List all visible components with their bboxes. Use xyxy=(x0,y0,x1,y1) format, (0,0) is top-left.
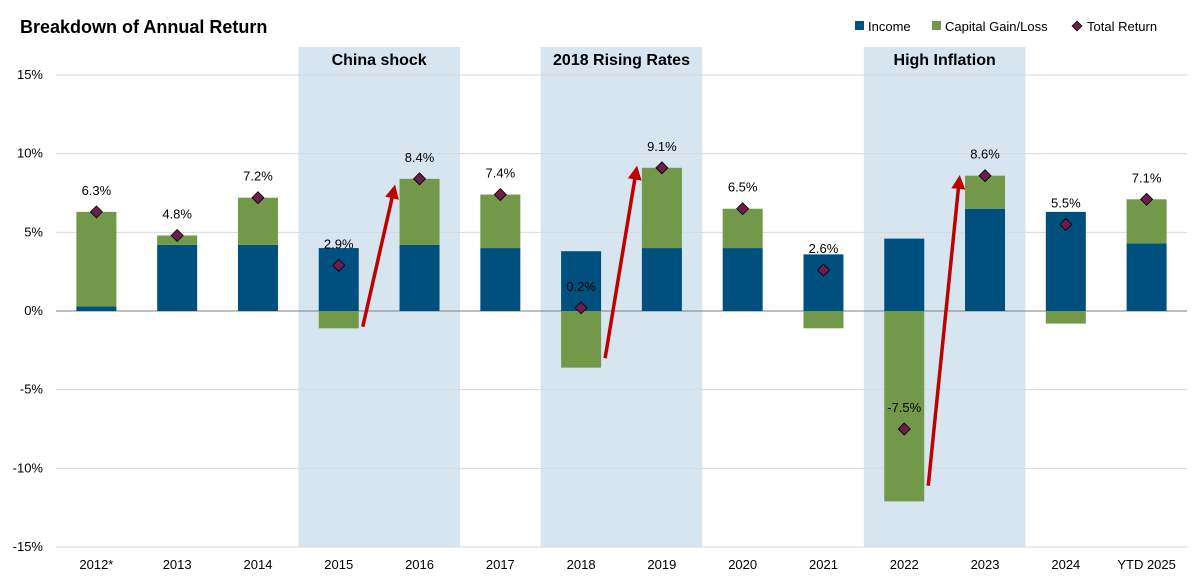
y-tick-label-4: -5% xyxy=(20,382,44,397)
legend: Income Capital Gain/Loss Total Return xyxy=(855,19,1157,34)
bar-income-5 xyxy=(480,248,521,311)
total-return-marker-3 xyxy=(332,258,346,272)
legend-swatch-income xyxy=(855,21,864,30)
bar-capital-0 xyxy=(76,211,117,307)
band-label-1: 2018 Rising Rates xyxy=(553,52,690,69)
data-label-11: 8.6% xyxy=(970,147,1000,162)
bar-capital-7 xyxy=(641,167,682,249)
x-tick-label-3: 2015 xyxy=(324,557,353,572)
total-return-marker-0 xyxy=(89,205,103,219)
bars xyxy=(76,167,1167,502)
data-label-13: 7.1% xyxy=(1132,170,1162,185)
legend-label-capital: Capital Gain/Loss xyxy=(945,19,1048,34)
arrow-0 xyxy=(361,184,399,328)
legend-swatch-total xyxy=(1071,20,1083,32)
arrows xyxy=(361,165,966,486)
x-tick-label-5: 2017 xyxy=(486,557,515,572)
band-label-2: High Inflation xyxy=(894,52,996,69)
total-return-marker-10 xyxy=(897,422,911,436)
bar-income-13 xyxy=(1126,243,1167,311)
bar-income-3 xyxy=(318,248,359,311)
total-return-marker-1 xyxy=(170,228,184,243)
bar-capital-13 xyxy=(1126,199,1167,244)
data-label-5: 7.4% xyxy=(486,166,516,181)
bar-income-10 xyxy=(884,238,925,311)
y-tick-label-1: 10% xyxy=(17,146,43,161)
arrow-1 xyxy=(603,165,642,359)
axes: 15% 10% 5% 0% -5% -10% -15% 2012* 2013 2014 2015 20… xyxy=(13,67,1176,572)
bar-income-6 xyxy=(561,251,602,311)
data-label-1: 4.8% xyxy=(162,206,192,221)
total-return-marker-11 xyxy=(978,169,992,183)
x-tick-label-6: 2018 xyxy=(567,557,596,572)
bar-capital-10 xyxy=(884,311,925,502)
bar-capital-2 xyxy=(237,197,278,245)
x-tick-label-4: 2016 xyxy=(405,557,434,572)
bar-income-1 xyxy=(157,244,198,311)
total-return-marker-9 xyxy=(816,263,831,277)
y-tick-label-2: 5% xyxy=(24,224,43,239)
x-tick-label-8: 2020 xyxy=(728,557,757,572)
legend-label-income: Income xyxy=(868,19,911,34)
x-tick-label-10: 2022 xyxy=(890,557,919,572)
total-return-marker-8 xyxy=(736,202,750,216)
y-tick-label-5: -10% xyxy=(13,460,44,475)
bar-income-2 xyxy=(237,244,278,311)
y-tick-label-3: 0% xyxy=(24,303,43,318)
bar-capital-12 xyxy=(1045,311,1086,324)
y-tick-label-0: 15% xyxy=(17,67,43,82)
total-return-marker-13 xyxy=(1140,192,1154,206)
data-label-12: 5.5% xyxy=(1051,195,1081,210)
total-return-marker-4 xyxy=(412,172,427,186)
y-tick-label-6: -15% xyxy=(13,539,44,554)
bar-income-7 xyxy=(641,248,682,311)
bar-income-8 xyxy=(722,248,763,311)
bar-income-11 xyxy=(965,208,1006,311)
bar-income-0 xyxy=(76,306,117,311)
data-label-6: 0.2% xyxy=(566,279,596,294)
x-tick-label-0: 2012* xyxy=(79,557,113,572)
chart-title: Breakdown of Annual Return xyxy=(20,17,267,37)
legend-swatch-capital xyxy=(932,21,941,30)
bar-capital-5 xyxy=(480,194,521,249)
x-tick-label-12: 2024 xyxy=(1051,557,1080,572)
total-return-markers xyxy=(89,161,1154,436)
arrow-2 xyxy=(926,175,966,486)
bar-income-4 xyxy=(399,244,440,311)
total-return-marker-7 xyxy=(655,161,669,175)
total-return-marker-12 xyxy=(1059,217,1073,232)
bar-income-9 xyxy=(803,254,844,311)
x-tick-label-7: 2019 xyxy=(647,557,676,572)
data-label-10: -7.5% xyxy=(887,400,921,415)
total-return-marker-6 xyxy=(574,301,588,315)
data-label-4: 8.4% xyxy=(405,150,435,165)
x-tick-label-1: 2013 xyxy=(163,557,192,572)
x-tick-label-11: 2023 xyxy=(971,557,1000,572)
band-label-0: China shock xyxy=(332,52,427,69)
total-return-marker-5 xyxy=(493,188,507,202)
bar-capital-9 xyxy=(803,311,844,329)
bar-capital-3 xyxy=(318,311,359,329)
data-label-0: 6.3% xyxy=(82,183,112,198)
data-labels: China shock 2018 Rising Rates High Inflati… xyxy=(82,52,1162,415)
legend-label-total: Total Return xyxy=(1087,19,1157,34)
bar-capital-4 xyxy=(399,178,440,245)
bar-capital-6 xyxy=(561,311,602,368)
x-tick-label-2: 2014 xyxy=(244,557,273,572)
x-tick-label-9: 2021 xyxy=(809,557,838,572)
data-label-9: 2.6% xyxy=(809,241,839,256)
x-tick-label-13: YTD 2025 xyxy=(1117,557,1176,572)
data-label-3: 2.9% xyxy=(324,236,354,251)
total-return-marker-2 xyxy=(251,191,265,205)
data-label-8: 6.5% xyxy=(728,180,758,195)
data-label-7: 9.1% xyxy=(647,139,677,154)
data-label-2: 7.2% xyxy=(243,169,273,184)
